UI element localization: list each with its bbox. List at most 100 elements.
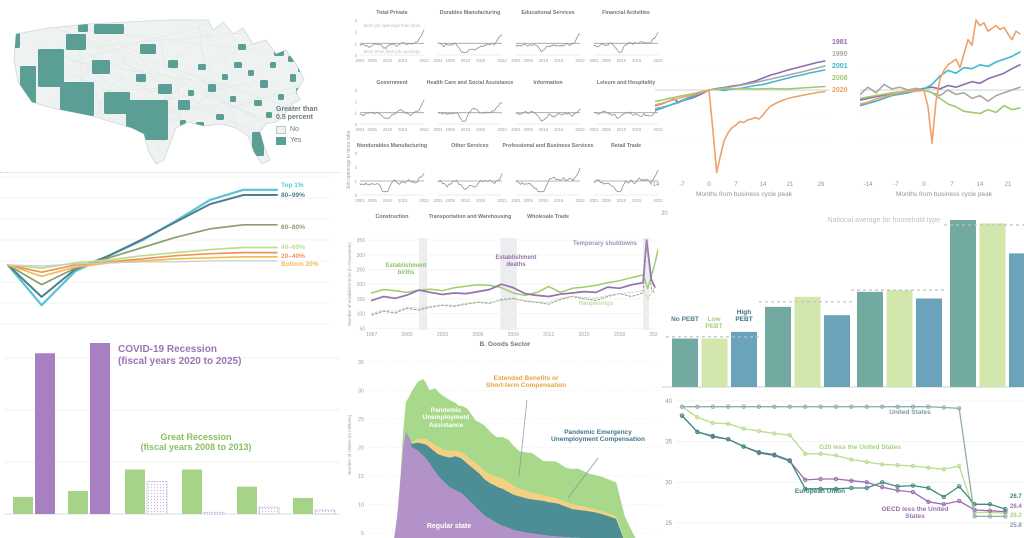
axis-tick-label: 2015: [398, 198, 408, 203]
axis-tick-label: 35: [665, 440, 672, 446]
chart-line: [437, 102, 503, 122]
axis-tick-label: 2015: [579, 332, 590, 338]
income-series-label: 60–80%: [281, 224, 305, 231]
recession-bar-chart: [4, 343, 340, 515]
chart-line: [593, 170, 659, 193]
axis-tick-label: 2005: [602, 127, 612, 132]
chart-line: [437, 173, 503, 190]
job-openings-small-multiples: Job openings to hires ratio Total Private…: [346, 10, 663, 220]
axis-tick-label: 1: [355, 111, 358, 116]
high-pebt-label: High PEBT: [735, 309, 753, 324]
deaths-label: Establishment deaths: [495, 255, 537, 268]
axis-tick-label: 2015: [398, 58, 408, 63]
g20-label: G20 less the United States: [819, 444, 901, 451]
axis-tick-label: 2005: [602, 198, 612, 203]
births-label: Establishment births: [385, 263, 427, 276]
axis-tick-label: 2006: [472, 332, 483, 338]
axis-tick-label: 250: [357, 268, 366, 274]
axis-tick-label: 21: [1005, 182, 1012, 188]
legend-label-yes: Yes: [290, 136, 302, 144]
axis-tick-label: 0: [355, 193, 358, 198]
chart-area: [394, 430, 625, 538]
chart-line: [681, 406, 1007, 518]
regular-state-label: Regular state: [426, 523, 472, 530]
axis-tick-label: 2000: [402, 332, 413, 338]
axis-tick-label: 2015: [632, 58, 642, 63]
axis-tick-label: Transportation and Warehousing: [429, 214, 512, 220]
chart-line: [860, 83, 1021, 102]
axis-tick-label: 2015: [476, 58, 486, 63]
chart-line: [515, 108, 581, 122]
axis-tick-label: 2005: [524, 198, 534, 203]
income-series-label: 40–60%: [281, 244, 305, 251]
axis-tick-label: 2015: [476, 127, 486, 132]
chart-line: [370, 239, 656, 302]
axis-tick-label: More job openings than hires: [364, 23, 421, 28]
axis-tick-label: Government: [376, 80, 407, 86]
axis-tick-label: 2022: [497, 198, 507, 203]
axis-tick-label: 2018: [614, 332, 625, 338]
oecd-end-value: 26.7: [1010, 494, 1022, 500]
axis-tick-label: Durables Manufacturing: [440, 10, 501, 16]
axis-tick-label: 2022: [575, 127, 585, 132]
axis-tick-label: 300: [357, 253, 366, 259]
axis-tick-label: 2022: [419, 198, 429, 203]
axis-tick-label: 0: [707, 182, 711, 188]
axis-tick-label: 2012: [543, 332, 554, 338]
axis-tick-label: 2009: [508, 332, 519, 338]
axis-tick-label: 2001: [433, 58, 443, 63]
axis-tick-label: 15: [358, 474, 364, 480]
income-series-label: Top 1%: [281, 182, 304, 189]
axis-tick-label: 2005: [446, 58, 456, 63]
chart-line: [655, 89, 826, 174]
axis-tick-label: 150: [357, 297, 366, 303]
chart-line: [371, 286, 656, 315]
bc-year-label: 2008: [832, 75, 848, 82]
income-series-label: 20–40%: [281, 253, 305, 260]
axis-tick-label: 2022: [575, 198, 585, 203]
axis-tick-label: 2010: [461, 127, 471, 132]
ui-claims-area-chart: 35 30 25 20 15 10 5 Number of claims (in millio…: [345, 352, 660, 538]
bc-year-label: 2020: [832, 87, 848, 94]
bc-a-x-axis-label: Months from business cycle peak: [695, 191, 793, 198]
axis-tick-label: 2010: [617, 127, 627, 132]
chart-line: [515, 167, 581, 193]
axis-tick-label: Professional and Business Services: [503, 143, 594, 149]
chart-line: [7, 255, 278, 278]
axis-tick-label: 3: [355, 18, 358, 23]
axis-tick-label: 5: [361, 531, 364, 537]
axis-tick-label: 2010: [539, 198, 549, 203]
axis-tick-label: 2022: [653, 127, 663, 132]
axis-tick-label: 2001: [355, 198, 365, 203]
axis-tick-label: 2010: [461, 198, 471, 203]
axis-tick-label: 2005: [446, 198, 456, 203]
axis-tick-label: 2021: [649, 332, 660, 338]
chart-line: [860, 51, 1021, 107]
peuc-label: Pandemic Emergency Unemployment Compensa…: [551, 429, 645, 444]
chart-line: [655, 69, 826, 112]
map-legend-item-yes: Yes: [276, 137, 340, 145]
axis-tick-label: 2015: [398, 127, 408, 132]
bc-year-label: 1981: [832, 39, 848, 46]
bc-year-label: 1990: [832, 51, 848, 58]
axis-tick-label: 2022: [497, 58, 507, 63]
axis-tick-label: Total Private: [376, 10, 407, 16]
panel-divider: [0, 172, 340, 173]
oecd-end-value: 26.4: [1010, 503, 1022, 510]
axis-tick-label: 2003: [437, 332, 448, 338]
chart-line: [7, 194, 278, 298]
axis-tick-label: 25: [358, 417, 364, 423]
axis-tick-label: 2010: [383, 58, 393, 63]
axis-tick-label: 7: [734, 182, 738, 188]
axis-tick-label: 2022: [653, 58, 663, 63]
axis-tick-label: 200: [357, 282, 366, 288]
chart-line: [359, 173, 425, 193]
business-cycle-chart: [655, 60, 830, 174]
axis-tick-label: 2: [355, 99, 358, 104]
covid-recession-title: COVID-19 Recession: [118, 344, 217, 355]
axis-tick-label: 2001: [589, 58, 599, 63]
axis-tick-label: Wholesale Trade: [527, 214, 569, 220]
chart-line: [7, 251, 278, 274]
axis-tick-label: 3: [355, 151, 358, 156]
axis-tick-label: 2010: [539, 127, 549, 132]
